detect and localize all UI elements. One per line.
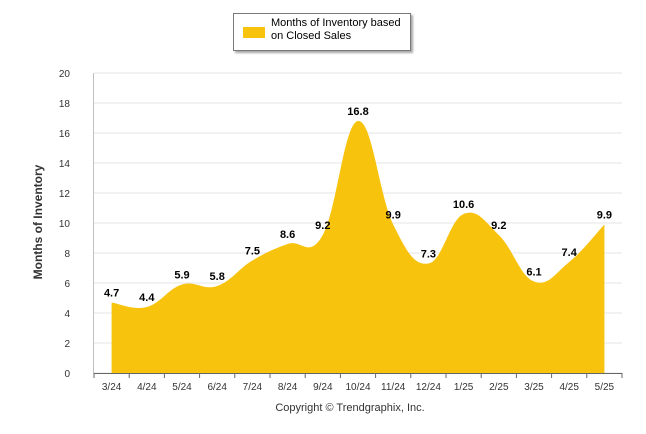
y-tick-label: 2 — [64, 339, 70, 350]
y-tick-label: 4 — [64, 309, 70, 320]
y-tick-label: 18 — [59, 99, 71, 110]
x-tick-label: 11/24 — [381, 382, 406, 393]
y-tick-label: 6 — [64, 279, 70, 290]
x-tick-label: 3/24 — [102, 382, 122, 393]
data-label: 9.2 — [491, 220, 506, 232]
y-tick-label: 12 — [59, 189, 71, 200]
series-area — [111, 120, 605, 373]
x-tick-label: 7/24 — [243, 382, 263, 393]
y-tick-label: 10 — [59, 219, 71, 230]
plot-area — [111, 120, 605, 373]
x-tick-label: 4/25 — [559, 382, 579, 393]
data-label: 5.8 — [210, 271, 225, 283]
data-labels: 4.7 4.4 5.9 5.8 7.5 8.6 9.2 16.8 9.9 7.3 10.6 9.2 6.… — [104, 106, 612, 304]
data-label: 7.3 — [421, 249, 436, 261]
data-label: 5.9 — [174, 270, 189, 282]
x-tick-label: 3/25 — [524, 382, 544, 393]
data-label: 6.1 — [526, 267, 541, 279]
data-label: 4.4 — [139, 292, 155, 304]
x-tick-label: 5/25 — [595, 382, 615, 393]
x-tick-label: 10/24 — [345, 382, 370, 393]
data-label: 7.5 — [245, 246, 260, 258]
x-tick-label: 4/24 — [137, 382, 157, 393]
x-tick-label: 2/25 — [489, 382, 509, 393]
data-label: 9.9 — [597, 210, 612, 222]
y-tick-label: 16 — [59, 129, 71, 140]
data-label: 9.9 — [386, 210, 401, 222]
legend-swatch — [243, 27, 265, 38]
x-tick-labels: 3/24 4/24 5/24 6/24 7/24 8/24 9/24 10/24 11/24 12… — [102, 382, 615, 393]
y-tick-label: 14 — [59, 159, 71, 170]
legend-label: Months of Inventory based on Closed Sale… — [271, 17, 401, 42]
x-tick-label: 9/24 — [313, 382, 333, 393]
y-tick-label: 20 — [59, 69, 71, 80]
x-tick-label: 6/24 — [207, 382, 227, 393]
data-label: 9.2 — [315, 220, 330, 232]
y-tick-labels: 0 2 4 6 8 10 12 14 16 18 20 — [59, 69, 71, 380]
x-tick-label: 12/24 — [416, 382, 441, 393]
y-axis-title: Months of Inventory — [31, 164, 45, 280]
y-tick-label: 8 — [64, 249, 70, 260]
x-tick-label: 5/24 — [172, 382, 192, 393]
x-tick-label: 1/25 — [454, 382, 474, 393]
data-label: 8.6 — [280, 229, 295, 241]
x-tick-label: 8/24 — [278, 382, 298, 393]
data-label: 16.8 — [347, 106, 368, 118]
data-label: 10.6 — [453, 199, 474, 211]
y-tick-label: 0 — [64, 369, 70, 380]
axes — [93, 73, 623, 378]
data-label: 4.7 — [104, 288, 119, 300]
legend[interactable]: Months of Inventory based on Closed Sale… — [233, 13, 411, 51]
data-label: 7.4 — [562, 247, 578, 259]
copyright-text: Copyright © Trendgraphix, Inc. — [275, 402, 425, 414]
